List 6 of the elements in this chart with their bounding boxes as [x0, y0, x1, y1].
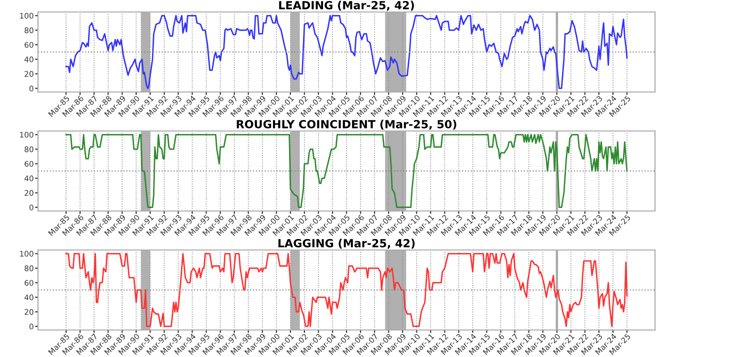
- chart-title: ROUGHLY COINCIDENT (Mar-25, 50): [236, 120, 456, 130]
- chart-title: LAGGING (Mar-25, 42): [278, 238, 415, 249]
- line-series: [65, 252, 628, 328]
- chart-title: LEADING (Mar-25, 42): [279, 0, 414, 11]
- line-series: [65, 134, 628, 208]
- line-series: [65, 14, 628, 90]
